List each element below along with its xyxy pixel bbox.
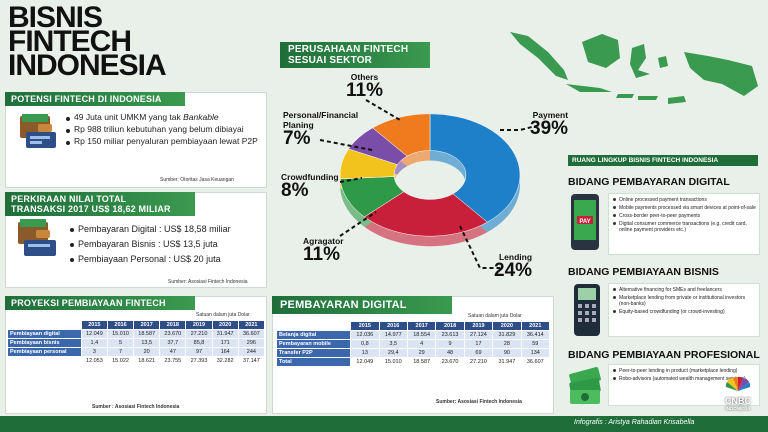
label-agragator: Agragator 11% xyxy=(303,236,344,265)
label-personal: Personal/Financial Planing 7% xyxy=(283,110,359,149)
list-item: Digital consumer commerce transactions (… xyxy=(613,221,756,233)
table-total-row: Total 12.049 15.010 18.587 23.670 27.210 31.9… xyxy=(275,357,551,367)
footer-credit: Infografis : Aristya Rahadian Krisabella xyxy=(574,419,695,426)
table-row: Pembiayaan bisnis 1,4 5 13,5 37,7 85,8 171 296 xyxy=(7,338,266,348)
table-total-row: 12.053 15.022 18.621 23.755 27.393 32.282 37.1… xyxy=(7,356,266,366)
table-header-row: 2015 2016 2017 2018 2019 2020 2021 xyxy=(7,320,266,330)
donut-slice-payment xyxy=(429,113,521,223)
list-item: Robo-advisors (automated wealth manageme… xyxy=(613,376,756,382)
digital-unit: Satuan dalam juta Dolar xyxy=(468,313,522,319)
list-item: Pembiayaan Personal : US$ 20 juta xyxy=(70,254,264,264)
logo-line1: CNBC xyxy=(725,396,751,406)
perkiraan-header: PERKIRAAN NILAI TOTAL TRANSAKSI 2017 US$… xyxy=(5,192,195,216)
proyeksi-unit: Satuan dalam juta Dolar xyxy=(196,312,250,318)
wallet-illustration xyxy=(16,112,62,152)
perkiraan-list: Pembayaran Digital : US$ 18,58 miliar Pe… xyxy=(70,224,264,264)
section-title-profesional: BIDANG PEMBIAYAAN PROFESIONAL xyxy=(568,349,760,361)
logo-line2: INDONESIA xyxy=(725,406,751,411)
bisnis-list-box: Alternative financing for SMEs and freel… xyxy=(608,283,760,337)
proyeksi-source: Sumber : Asosiasi Fintech Indonesia xyxy=(92,404,180,410)
money-icon xyxy=(569,367,601,404)
pay-label: PAY xyxy=(579,219,590,225)
ruang-header: RUANG LINGKUP BISNIS FINTECH INDONESIA xyxy=(568,155,758,166)
footer-bar xyxy=(0,416,768,432)
section-title-bisnis: BIDANG PEMBIAYAAN BISNIS xyxy=(568,266,719,278)
table-row: Pembayaran mobile 0,8 3,5 4 9 17 28 59 xyxy=(275,339,551,349)
digital-table: 2015 2016 2017 2018 2019 2020 2021 Belanja dig… xyxy=(275,321,551,367)
list-item: Rp 150 miliar penyaluran pembiayaan lewa… xyxy=(66,137,262,146)
peacock-icon xyxy=(725,376,751,391)
potensi-source: Sumber: Otoritas Jasa Keuangan xyxy=(160,177,234,183)
list-item: Pembayaran Bisnis : US$ 13,5 juta xyxy=(70,239,264,249)
label-payment: Payment 39% xyxy=(530,110,569,139)
list-item: Online processed payment transactions xyxy=(613,197,756,203)
proyeksi-table: 2015 2016 2017 2018 2019 2020 2021 Pembiayaan … xyxy=(7,320,266,366)
edc-illustration xyxy=(570,282,604,338)
proyeksi-header: PROYEKSI PEMBIAYAAN FINTECH xyxy=(5,296,195,310)
digital-header: PEMBAYARAN DIGITAL xyxy=(272,296,452,314)
list-item: Equity-based crowdfunding (or crowd-inve… xyxy=(613,309,756,315)
phone-pay-icon: PAY xyxy=(571,194,599,250)
map-icon xyxy=(510,32,758,104)
list-item: Pembayaran Digital : US$ 18,58 miliar xyxy=(70,224,264,234)
section-title-digital: BIDANG PEMBAYARAN DIGITAL xyxy=(568,176,730,188)
money-illustration xyxy=(566,364,606,406)
card-terminal-icon xyxy=(574,284,600,336)
list-item: 49 Juta unit UMKM yang tak Bankable xyxy=(66,113,262,122)
potensi-list: 49 Juta unit UMKM yang tak Bankable Rp 9… xyxy=(66,113,262,146)
label-lending: Lending 24% xyxy=(494,252,533,281)
table-row: Transfer P2P 13 29,4 29 48 69 90 134 xyxy=(275,348,551,358)
main-title: BISNIS FINTECH INDONESIA xyxy=(8,1,167,82)
phone-illustration: PAY xyxy=(567,192,605,254)
digital-list-box: Online processed payment transactions Mo… xyxy=(608,193,760,255)
list-item: Rp 988 triliun kebutuhan yang belum dibi… xyxy=(66,125,262,134)
table-row: Belanja digital 12.036 14.977 18.554 23.613… xyxy=(275,330,551,340)
cnbc-logo: CNBC INDONESIA xyxy=(716,376,760,411)
label-crowdfunding: Crowdfunding 8% xyxy=(281,172,339,201)
list-item: Cross-border peer-to-peer payments xyxy=(613,213,756,219)
list-item: Peer-to-peer lending in product (marketp… xyxy=(613,368,756,374)
list-item: Mobile payments processed via smart devi… xyxy=(613,205,756,211)
perkiraan-source: Sumber: Asosiasi Fintech Indonesia xyxy=(168,279,248,285)
card-illustration xyxy=(14,216,64,260)
wallet-card-icon xyxy=(18,219,56,256)
digital-source: Sumber: Asosiasi Fintech Indonesia xyxy=(436,399,522,405)
table-row: Pembiayaan personal 3 7 20 47 97 164 244 xyxy=(7,347,266,357)
potensi-header: POTENSI FINTECH DI INDONESIA xyxy=(5,92,185,106)
donut-slice-others xyxy=(372,113,431,157)
table-row: Pembiayaan digital 12.049 15.010 18.587 23.… xyxy=(7,329,266,339)
list-item: Marketplace lending from private or inst… xyxy=(613,295,756,307)
sektor-header: PERUSAHAAN FINTECH SESUAI SEKTOR xyxy=(280,42,430,68)
wallet-icon xyxy=(20,114,56,148)
list-item: Alternative financing for SMEs and freel… xyxy=(613,287,756,293)
donut-chart xyxy=(339,113,521,247)
indonesia-map xyxy=(508,22,764,112)
label-others: Others 11% xyxy=(346,72,383,101)
table-header-row: 2015 2016 2017 2018 2019 2020 2021 xyxy=(275,321,551,331)
